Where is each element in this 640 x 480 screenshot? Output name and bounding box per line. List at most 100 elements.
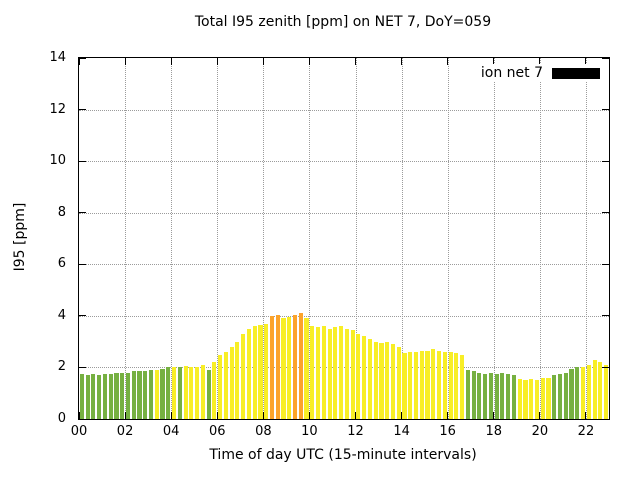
v-gridline (539, 58, 541, 419)
bar (298, 313, 303, 419)
x-tick (78, 58, 80, 65)
bar (85, 375, 90, 419)
bar (356, 333, 361, 419)
y-tick (79, 109, 86, 111)
v-gridline (585, 58, 587, 419)
bar (79, 373, 84, 419)
v-gridline (263, 58, 265, 419)
bar (321, 326, 326, 419)
x-tick (355, 412, 357, 419)
x-axis-label: Time of day UTC (15-minute intervals) (209, 447, 477, 463)
x-tick-label: 22 (577, 424, 595, 439)
bar (385, 341, 390, 419)
bar (218, 354, 223, 419)
y-tick (602, 263, 609, 265)
x-tick (216, 412, 218, 419)
bar (316, 327, 321, 419)
bar (108, 373, 113, 419)
bar (396, 346, 401, 419)
x-tick (78, 412, 80, 419)
x-tick (447, 58, 449, 65)
bar (442, 351, 447, 419)
bar (431, 349, 436, 419)
v-gridline (401, 58, 403, 419)
y-tick-label: 8 (57, 204, 66, 220)
x-tick (585, 412, 587, 419)
bar (350, 330, 355, 419)
bar (529, 379, 534, 419)
bar (206, 370, 211, 419)
v-gridline (217, 58, 219, 419)
bar (408, 351, 413, 419)
bar (460, 354, 465, 419)
x-tick-label: 10 (301, 424, 318, 439)
bar (540, 377, 545, 419)
plot-area: ion net 7 (78, 57, 610, 420)
bar (269, 315, 275, 419)
bar (166, 367, 171, 419)
bar (171, 367, 177, 419)
bar (557, 373, 563, 419)
x-tick-label: 12 (347, 424, 364, 439)
x-tick (401, 412, 403, 419)
bar (137, 371, 142, 419)
y-tick (602, 57, 609, 59)
h-gridline (79, 367, 609, 369)
legend: ion net 7 (478, 64, 602, 82)
bar (546, 377, 551, 419)
bar (511, 375, 516, 419)
x-tick (493, 58, 495, 65)
bar (390, 344, 396, 419)
bar (379, 342, 384, 419)
x-tick-label: 08 (255, 424, 272, 439)
bar (229, 346, 234, 419)
x-tick (585, 58, 587, 65)
bar (563, 372, 568, 419)
bar (275, 314, 280, 419)
x-tick (447, 412, 449, 419)
y-tick (79, 160, 86, 162)
legend-label: ion net 7 (480, 65, 543, 81)
y-tick (602, 366, 609, 368)
bar (344, 328, 349, 419)
bar (494, 373, 499, 419)
chart-title: Total I95 zenith [ppm] on NET 7, DoY=059 (194, 14, 492, 30)
x-tick (216, 58, 218, 65)
y-tick (79, 366, 86, 368)
bar (143, 371, 148, 419)
bar (292, 314, 298, 419)
bar (310, 326, 315, 419)
y-tick (602, 212, 609, 214)
bar (419, 350, 424, 419)
bar (581, 367, 586, 419)
bar (102, 373, 107, 419)
bar (534, 380, 540, 419)
y-tick (602, 418, 609, 420)
bar (552, 375, 557, 419)
x-tick (262, 412, 264, 419)
x-tick (124, 412, 126, 419)
y-tick (79, 57, 86, 59)
bar (569, 368, 574, 419)
h-gridline (79, 212, 609, 214)
bar (373, 341, 378, 419)
bar (264, 323, 269, 419)
h-gridline (79, 264, 609, 266)
x-tick-label: 18 (485, 424, 503, 439)
bar (304, 318, 309, 419)
bar (258, 324, 263, 419)
x-tick-label: 14 (393, 424, 410, 439)
bar (212, 362, 217, 419)
bar (154, 370, 159, 419)
bar (281, 318, 286, 419)
x-tick-label: 06 (208, 424, 226, 439)
v-gridline (493, 58, 495, 419)
bar (189, 367, 194, 419)
y-tick-label: 6 (57, 256, 66, 272)
bar (523, 380, 528, 419)
bar (506, 373, 511, 419)
bar (448, 351, 453, 419)
v-gridline (355, 58, 357, 419)
y-tick-label: 4 (57, 307, 66, 323)
bar (575, 367, 580, 419)
